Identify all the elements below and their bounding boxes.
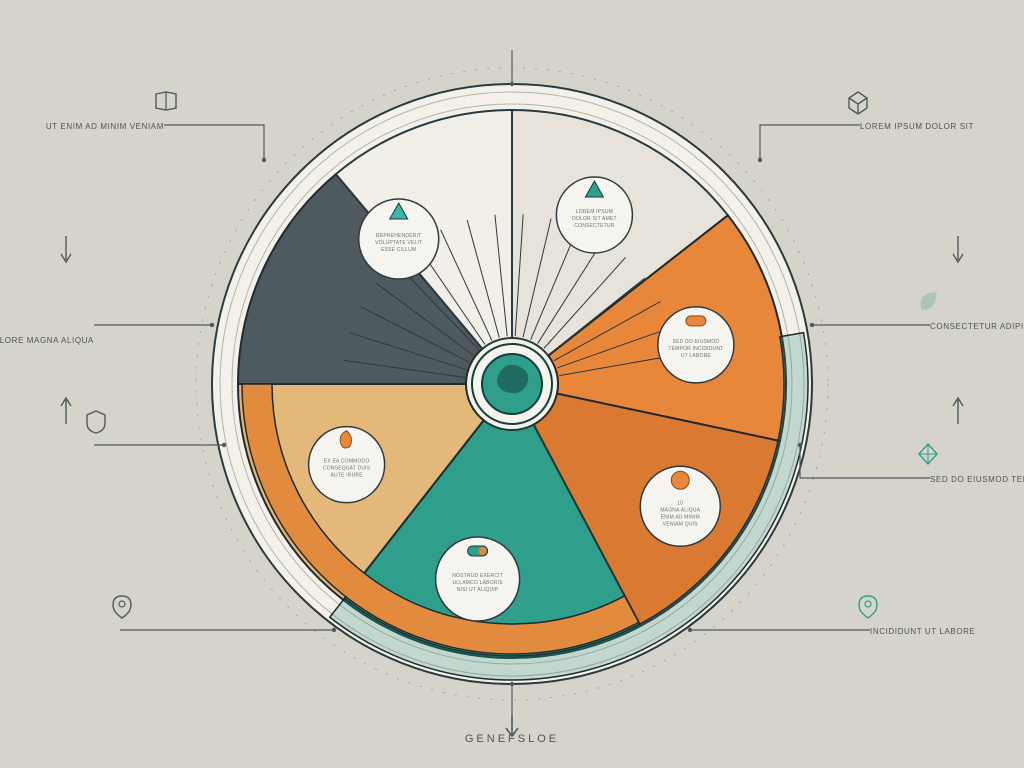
co-top-right-anchor-dot bbox=[758, 158, 762, 162]
bubble-c-icon bbox=[671, 471, 689, 489]
co-mid-left-1-label: DOLORE MAGNA ALIQUA bbox=[0, 336, 94, 345]
bubble-b-line-1: TEMPOR INCIDIDUNT bbox=[668, 346, 723, 352]
co-mid-left-2-anchor-dot bbox=[222, 443, 226, 447]
bubble-c-line-0: 10 bbox=[677, 500, 683, 506]
bubble-a-line-1: DOLOR SIT AMET bbox=[572, 216, 617, 222]
co-mid-right-2-label: SED DO EIUSMOD TEMPOR bbox=[930, 475, 1024, 484]
bubble-d-icon bbox=[468, 546, 488, 556]
bubble-e-line-1: CONSEQUAT DUIS bbox=[323, 466, 371, 472]
co-mid-right-1-anchor-dot bbox=[810, 323, 814, 327]
bubble-b-line-0: SED DO EIUSMOD bbox=[673, 339, 720, 345]
bubble-d: NOSTRUD EXERCITULLAMCO LABORISNISI UT AL… bbox=[436, 537, 520, 621]
bubble-a: LOREM IPSUMDOLOR SIT AMETCONSECTETUR bbox=[556, 177, 632, 253]
co-bot-center-anchor-dot bbox=[510, 682, 514, 686]
bubble-f-line-1: VOLUPTATE VELIT bbox=[375, 240, 422, 246]
bubble-f-line-0: REPREHENDERIT bbox=[376, 233, 421, 239]
co-mid-left-1-anchor-dot bbox=[210, 323, 214, 327]
bubble-f: REPREHENDERITVOLUPTATE VELITESSE CILLUM bbox=[359, 199, 439, 279]
co-bot-right-anchor-dot bbox=[688, 628, 692, 632]
co-bot-right-label: INCIDIDUNT UT LABORE bbox=[870, 627, 976, 636]
co-top-left-label: UT ENIM AD MINIM VENIAM bbox=[46, 122, 164, 131]
co-top-right-label: LOREM IPSUM DOLOR SIT bbox=[860, 122, 974, 131]
bubble-b-line-2: UT LABORE bbox=[681, 353, 712, 359]
bubble-e: EX EA COMMODOCONSEQUAT DUISAUTE IRURE bbox=[309, 427, 385, 503]
bubble-d-line-0: NOSTRUD EXERCIT bbox=[452, 573, 503, 579]
bubble-c-line-2: ENIM AD MINIM bbox=[661, 514, 700, 520]
bubble-b-icon bbox=[686, 316, 706, 326]
co-top-left-anchor-dot bbox=[262, 158, 266, 162]
bubble-c: 10MAGNA ALIQUAENIM AD MINIMVENIAM QUIS bbox=[640, 466, 720, 546]
bubble-a-line-2: CONSECTETUR bbox=[574, 223, 614, 229]
bubble-b: SED DO EIUSMODTEMPOR INCIDIDUNTUT LABORE bbox=[658, 307, 734, 383]
bubble-d-line-1: ULLAMCO LABORIS bbox=[452, 580, 503, 586]
bubble-e-line-0: EX EA COMMODO bbox=[324, 459, 370, 465]
co-mid-right-2-anchor-dot bbox=[798, 443, 802, 447]
co-mid-right-1-label: CONSECTETUR ADIPISCING ELIT bbox=[930, 322, 1024, 331]
infographic-stage: LOREM IPSUMDOLOR SIT AMETCONSECTETUR SED … bbox=[0, 0, 1024, 768]
bubble-e-line-2: AUTE IRURE bbox=[330, 473, 363, 479]
wheel-svg: LOREM IPSUMDOLOR SIT AMETCONSECTETUR SED … bbox=[0, 0, 1024, 768]
co-bot-left-anchor-dot bbox=[332, 628, 336, 632]
bubble-c-line-3: VENIAM QUIS bbox=[663, 521, 698, 527]
bubble-c-line-1: MAGNA ALIQUA bbox=[660, 507, 700, 513]
footer-label: GENEFSLOE bbox=[465, 733, 559, 745]
co-top-center-anchor-dot bbox=[510, 82, 514, 86]
bubble-a-line-0: LOREM IPSUM bbox=[576, 209, 613, 215]
bubble-f-line-2: ESSE CILLUM bbox=[381, 247, 416, 253]
bubble-d-line-2: NISI UT ALIQUIP bbox=[457, 587, 499, 593]
